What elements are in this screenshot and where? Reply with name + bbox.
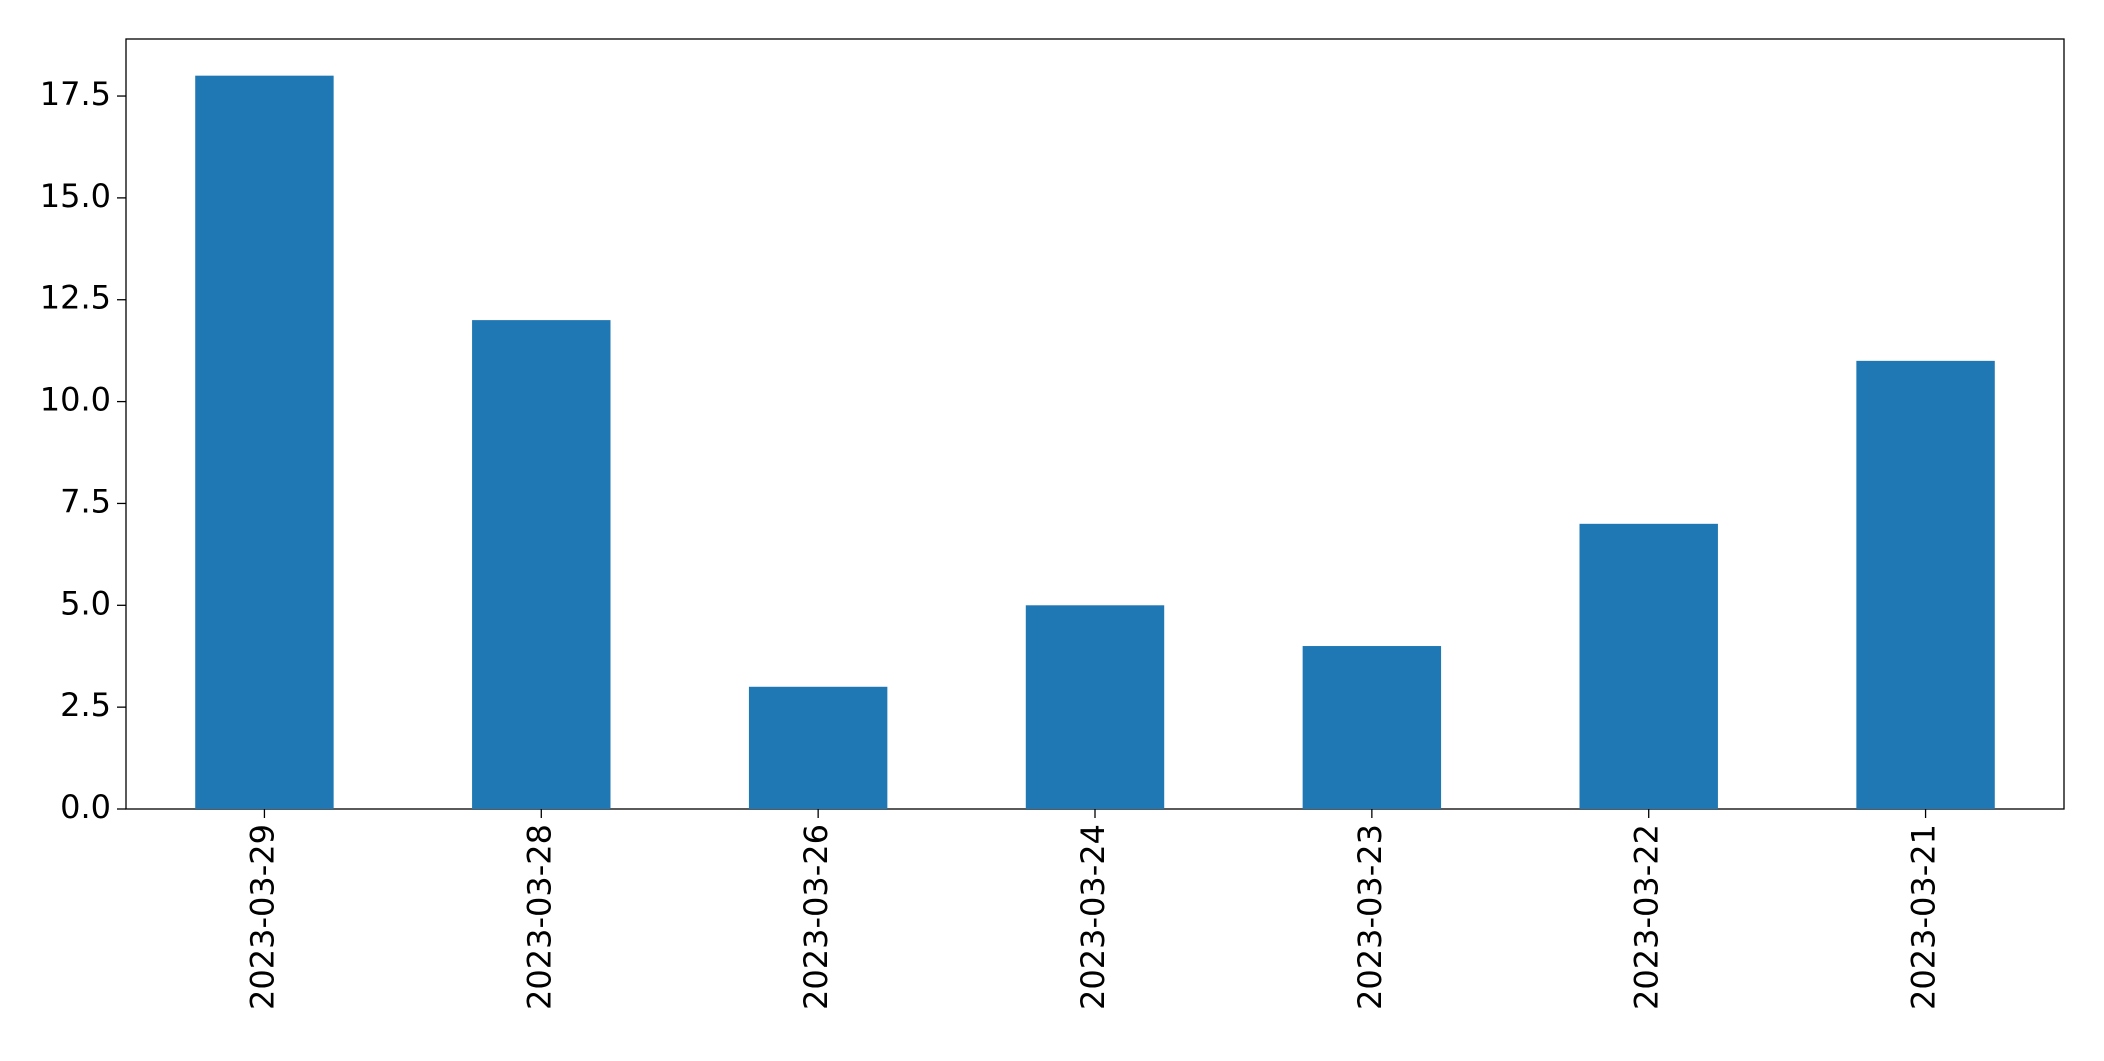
- y-tick-label: 7.5: [60, 482, 111, 520]
- x-tick-label: 2023-03-21: [1905, 824, 1943, 1010]
- x-tick-label: 2023-03-29: [243, 824, 281, 1010]
- x-tick-label: 2023-03-24: [1074, 824, 1112, 1010]
- y-tick-label: 17.5: [40, 75, 111, 113]
- bar: [472, 320, 611, 809]
- x-tick-label: 2023-03-28: [520, 824, 558, 1010]
- y-tick-label: 10.0: [40, 381, 111, 419]
- bar: [748, 686, 888, 809]
- x-tick-label: 2023-03-26: [797, 824, 835, 1010]
- x-tick-label: 2023-03-23: [1351, 824, 1389, 1010]
- bar: [195, 75, 334, 809]
- y-tick-label: 5.0: [60, 584, 111, 622]
- y-tick-label: 12.5: [40, 279, 111, 317]
- bar: [1025, 605, 1165, 809]
- x-tick-label: 2023-03-22: [1628, 824, 1666, 1010]
- y-tick-label: 15.0: [40, 177, 111, 215]
- y-tick-label: 2.5: [60, 686, 111, 724]
- bar: [1579, 523, 1718, 809]
- bar: [1302, 646, 1442, 809]
- y-tick-label: 0.0: [60, 788, 111, 826]
- bar: [1856, 360, 1995, 809]
